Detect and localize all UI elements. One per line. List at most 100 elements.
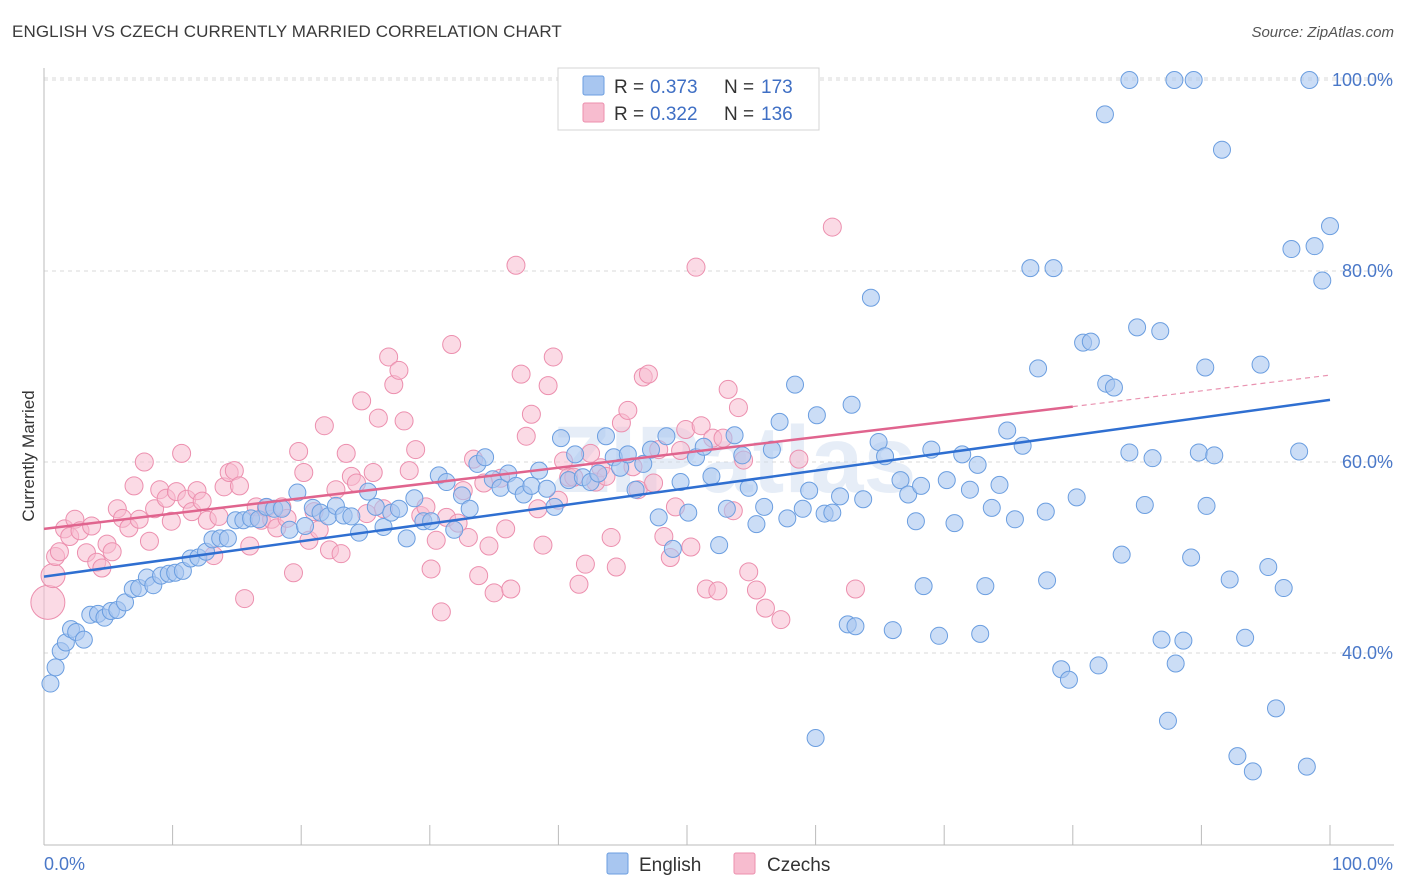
- czech-point: [511, 364, 531, 384]
- czech-trendline: [43, 405, 1073, 531]
- english-point: [1128, 318, 1147, 337]
- english-point: [823, 503, 842, 522]
- english-point: [596, 427, 615, 446]
- czech-point: [379, 347, 399, 367]
- czech-point: [506, 255, 526, 275]
- english-point: [1081, 332, 1100, 351]
- english-point: [717, 499, 736, 518]
- english-point: [1259, 558, 1278, 577]
- czech-point: [235, 589, 255, 609]
- legend-czech-n-label: N =: [724, 104, 754, 125]
- czech-point: [421, 559, 441, 579]
- czech-point: [501, 579, 521, 599]
- english-point: [906, 512, 925, 531]
- english-point: [422, 512, 441, 531]
- english-point: [649, 508, 668, 527]
- czech-point: [426, 530, 446, 550]
- english-point: [1196, 358, 1215, 377]
- czech-point: [708, 581, 728, 601]
- english-point: [854, 490, 873, 509]
- series-legend: English Czechs: [606, 852, 830, 876]
- english-point: [842, 395, 861, 414]
- axes-layer: [43, 68, 1394, 846]
- english-point: [930, 626, 949, 645]
- czech-point: [399, 461, 419, 481]
- english-point: [445, 520, 464, 539]
- czech-point: [638, 364, 658, 384]
- english-point: [1290, 442, 1309, 461]
- english-point: [1313, 271, 1332, 290]
- czech-point: [691, 416, 711, 436]
- english-point: [846, 617, 865, 636]
- czech-point: [102, 542, 122, 562]
- english-point: [990, 475, 1009, 494]
- czech-point: [389, 360, 409, 380]
- english-point: [1251, 355, 1270, 374]
- english-point: [405, 489, 424, 508]
- czech-point: [469, 566, 489, 586]
- english-point: [1300, 71, 1319, 89]
- czech-point: [538, 376, 558, 396]
- y-tick-label: 40.0%: [1342, 643, 1393, 663]
- y-tick-label: 80.0%: [1342, 261, 1393, 281]
- english-point: [1243, 762, 1262, 781]
- english-point: [366, 497, 385, 516]
- english-points: [41, 71, 1339, 781]
- czech-point: [240, 536, 260, 556]
- english-point: [1038, 571, 1057, 590]
- english-point: [1166, 654, 1185, 673]
- english-point: [1021, 259, 1040, 278]
- czech-point: [686, 257, 706, 277]
- trendlines: [43, 374, 1331, 578]
- czech-point: [671, 441, 691, 461]
- english-point: [1182, 548, 1201, 567]
- english-point: [982, 498, 1001, 517]
- english-point: [452, 486, 471, 505]
- english-point: [296, 516, 315, 535]
- english-point: [1305, 237, 1324, 256]
- y-tick-label: 100.0%: [1332, 70, 1393, 90]
- english-point: [807, 406, 826, 425]
- english-point: [945, 514, 964, 533]
- english-point: [342, 507, 361, 526]
- english-point: [1184, 71, 1203, 89]
- x-tick-label-max: 100.0%: [1332, 854, 1393, 874]
- czech-point: [543, 347, 563, 367]
- english-point: [725, 426, 744, 445]
- english-point: [861, 288, 880, 307]
- czech-point: [336, 443, 356, 463]
- english-point: [806, 728, 825, 747]
- czech-point: [368, 408, 388, 428]
- english-point: [968, 455, 987, 474]
- czech-point: [139, 531, 159, 551]
- english-point: [1205, 446, 1224, 465]
- english-point: [657, 427, 676, 446]
- english-point: [634, 454, 653, 473]
- english-point: [1120, 443, 1139, 462]
- bottom-legend-czech-label: Czechs: [767, 855, 830, 876]
- y-axis-label: Currently Married: [19, 390, 38, 521]
- english-point: [912, 476, 931, 495]
- czech-point: [606, 557, 626, 577]
- czech-point: [442, 335, 462, 355]
- english-point: [1189, 443, 1208, 462]
- bottom-legend-english-swatch: [606, 852, 629, 875]
- czech-point: [654, 526, 674, 546]
- czech-point: [124, 476, 144, 496]
- source-label: Source: ZipAtlas.com: [1251, 24, 1394, 41]
- czech-point: [755, 598, 775, 618]
- y-tick-label: 60.0%: [1342, 452, 1393, 472]
- english-point: [998, 421, 1017, 440]
- czech-point: [718, 379, 738, 399]
- english-point: [1197, 496, 1216, 515]
- english-point: [899, 485, 918, 504]
- czech-point: [575, 554, 595, 574]
- english-point: [1005, 510, 1024, 529]
- english-point: [671, 473, 690, 492]
- english-trendline: [43, 398, 1331, 578]
- english-point: [1174, 631, 1193, 650]
- x-tick-label-min: 0.0%: [44, 854, 85, 874]
- english-point: [1120, 71, 1139, 89]
- bottom-legend-czech-swatch: [733, 852, 756, 875]
- english-point: [1165, 71, 1184, 89]
